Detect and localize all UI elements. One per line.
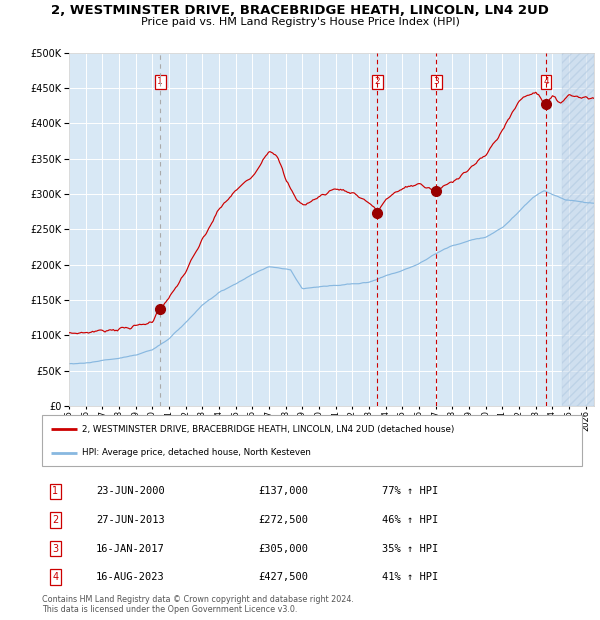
Text: 4: 4 <box>543 77 549 86</box>
Text: £305,000: £305,000 <box>258 544 308 554</box>
Text: 23-JUN-2000: 23-JUN-2000 <box>96 487 165 497</box>
Text: 3: 3 <box>52 544 59 554</box>
Text: 16-JAN-2017: 16-JAN-2017 <box>96 544 165 554</box>
Text: £137,000: £137,000 <box>258 487 308 497</box>
Text: 35% ↑ HPI: 35% ↑ HPI <box>382 544 439 554</box>
Text: 2, WESTMINSTER DRIVE, BRACEBRIDGE HEATH, LINCOLN, LN4 2UD (detached house): 2, WESTMINSTER DRIVE, BRACEBRIDGE HEATH,… <box>83 425 455 433</box>
Text: 4: 4 <box>52 572 59 582</box>
Text: 41% ↑ HPI: 41% ↑ HPI <box>382 572 439 582</box>
Text: 2, WESTMINSTER DRIVE, BRACEBRIDGE HEATH, LINCOLN, LN4 2UD: 2, WESTMINSTER DRIVE, BRACEBRIDGE HEATH,… <box>51 4 549 17</box>
Text: HPI: Average price, detached house, North Kesteven: HPI: Average price, detached house, Nort… <box>83 448 311 457</box>
Text: 27-JUN-2013: 27-JUN-2013 <box>96 515 165 525</box>
Text: 2: 2 <box>374 77 380 86</box>
Text: 77% ↑ HPI: 77% ↑ HPI <box>382 487 439 497</box>
Text: Price paid vs. HM Land Registry's House Price Index (HPI): Price paid vs. HM Land Registry's House … <box>140 17 460 27</box>
FancyBboxPatch shape <box>42 415 582 466</box>
Text: 46% ↑ HPI: 46% ↑ HPI <box>382 515 439 525</box>
Text: Contains HM Land Registry data © Crown copyright and database right 2024.: Contains HM Land Registry data © Crown c… <box>42 595 354 604</box>
Text: 2: 2 <box>52 515 59 525</box>
Text: £272,500: £272,500 <box>258 515 308 525</box>
Text: 3: 3 <box>433 77 439 86</box>
Text: £427,500: £427,500 <box>258 572 308 582</box>
Text: This data is licensed under the Open Government Licence v3.0.: This data is licensed under the Open Gov… <box>42 604 298 614</box>
Text: 1: 1 <box>157 77 163 86</box>
Text: 1: 1 <box>52 487 59 497</box>
Text: 16-AUG-2023: 16-AUG-2023 <box>96 572 165 582</box>
Bar <box>562 53 594 406</box>
